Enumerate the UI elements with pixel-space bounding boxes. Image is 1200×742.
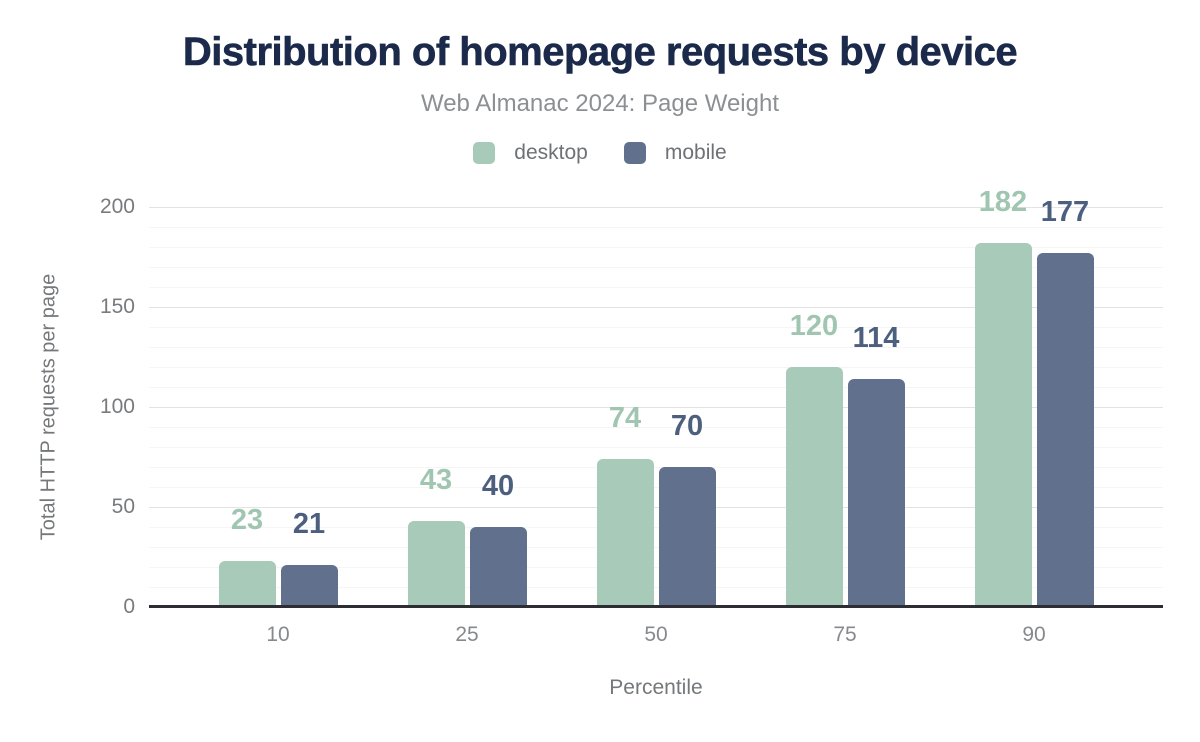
bar-desktop-p50 <box>596 459 654 607</box>
value-label-mobile-p75: 114 <box>852 322 900 354</box>
value-label-desktop-p75: 120 <box>789 310 839 342</box>
chart-title: Distribution of homepage requests by dev… <box>182 30 1018 75</box>
bar-col-desktop-p10: 23 <box>218 504 276 607</box>
bar-mobile-p10 <box>280 565 338 607</box>
minor-gridline <box>149 386 1163 388</box>
bar-col-mobile-p90: 177 <box>1036 196 1094 607</box>
x-tick-label: 75 <box>833 623 857 646</box>
bar-desktop-p25 <box>407 521 465 607</box>
bar-mobile-p75 <box>847 379 905 607</box>
bar-mobile-p25 <box>469 527 527 607</box>
major-gridline <box>149 406 1163 408</box>
value-label-desktop-p10: 23 <box>230 504 264 536</box>
bar-desktop-p75 <box>785 367 843 607</box>
x-tick-label: 10 <box>266 623 290 646</box>
value-label-desktop-p25: 43 <box>419 464 453 496</box>
bar-group-p90: 182 177 <box>940 188 1129 607</box>
legend-item-mobile: mobile <box>623 141 727 165</box>
bar-group-p75: 120 114 <box>751 312 940 607</box>
major-gridline <box>149 206 1163 208</box>
minor-gridline <box>149 466 1163 468</box>
value-label-mobile-p90: 177 <box>1040 196 1090 228</box>
minor-gridline <box>149 446 1163 448</box>
value-label-desktop-p90: 182 <box>978 186 1028 218</box>
bar-col-desktop-p90: 182 <box>974 186 1032 607</box>
bar-group-p25: 43 40 <box>373 466 562 607</box>
bar-group-p10: 23 21 <box>184 506 373 607</box>
major-gridline <box>149 506 1163 508</box>
minor-gridline <box>149 546 1163 548</box>
bar-col-desktop-p50: 74 <box>596 402 654 607</box>
minor-gridline <box>149 326 1163 328</box>
bar-col-mobile-p25: 40 <box>469 470 527 607</box>
minor-gridline <box>149 286 1163 288</box>
value-label-mobile-p50: 70 <box>670 410 704 442</box>
mobile-swatch-icon <box>623 142 646 164</box>
bar-mobile-p90 <box>1036 253 1094 607</box>
y-tick-label: 200 <box>99 195 135 218</box>
legend-label-mobile: mobile <box>664 141 727 164</box>
plot-area: 0 50 100 150 200 23 21 10 43 40 25 74 70 50 120 114 75 18… <box>100 188 1163 646</box>
value-label-mobile-p25: 40 <box>481 470 515 502</box>
minor-gridline <box>149 366 1163 368</box>
bar-col-desktop-p25: 43 <box>407 464 465 607</box>
bar-col-mobile-p10: 21 <box>280 508 338 607</box>
value-label-mobile-p10: 21 <box>292 508 326 540</box>
y-axis-title: Total HTTP requests per page <box>37 273 60 541</box>
x-tick-label: 50 <box>644 623 668 646</box>
legend: desktop mobile <box>0 141 1200 165</box>
minor-gridline <box>149 246 1163 248</box>
bar-col-desktop-p75: 120 <box>785 310 843 607</box>
legend-item-desktop: desktop <box>473 141 588 165</box>
x-tick-label: 25 <box>455 623 479 646</box>
y-tick-label: 0 <box>123 595 135 618</box>
minor-gridline <box>149 486 1163 488</box>
bar-col-mobile-p50: 70 <box>658 410 716 607</box>
legend-label-desktop: desktop <box>514 141 588 164</box>
major-gridline <box>149 306 1163 308</box>
chart-subtitle: Web Almanac 2024: Page Weight <box>420 90 779 117</box>
x-tick-label: 90 <box>1022 623 1046 646</box>
minor-gridline <box>149 226 1163 228</box>
desktop-swatch-icon <box>473 142 496 164</box>
minor-gridline <box>149 526 1163 528</box>
minor-gridline <box>149 426 1163 428</box>
bar-desktop-p10 <box>218 561 276 607</box>
x-axis-baseline <box>149 605 1163 608</box>
value-label-desktop-p50: 74 <box>608 402 642 434</box>
x-axis-title: Percentile <box>609 676 703 699</box>
bar-col-mobile-p75: 114 <box>847 322 905 607</box>
y-tick-label: 150 <box>99 295 135 318</box>
minor-gridline <box>149 266 1163 268</box>
minor-gridline <box>149 346 1163 348</box>
y-tick-label: 100 <box>99 395 135 418</box>
minor-gridline <box>149 586 1163 588</box>
bar-desktop-p90 <box>974 243 1032 607</box>
bar-group-p50: 74 70 <box>562 404 751 607</box>
bar-mobile-p50 <box>658 467 716 607</box>
y-tick-label: 50 <box>111 495 135 518</box>
minor-gridline <box>149 566 1163 568</box>
